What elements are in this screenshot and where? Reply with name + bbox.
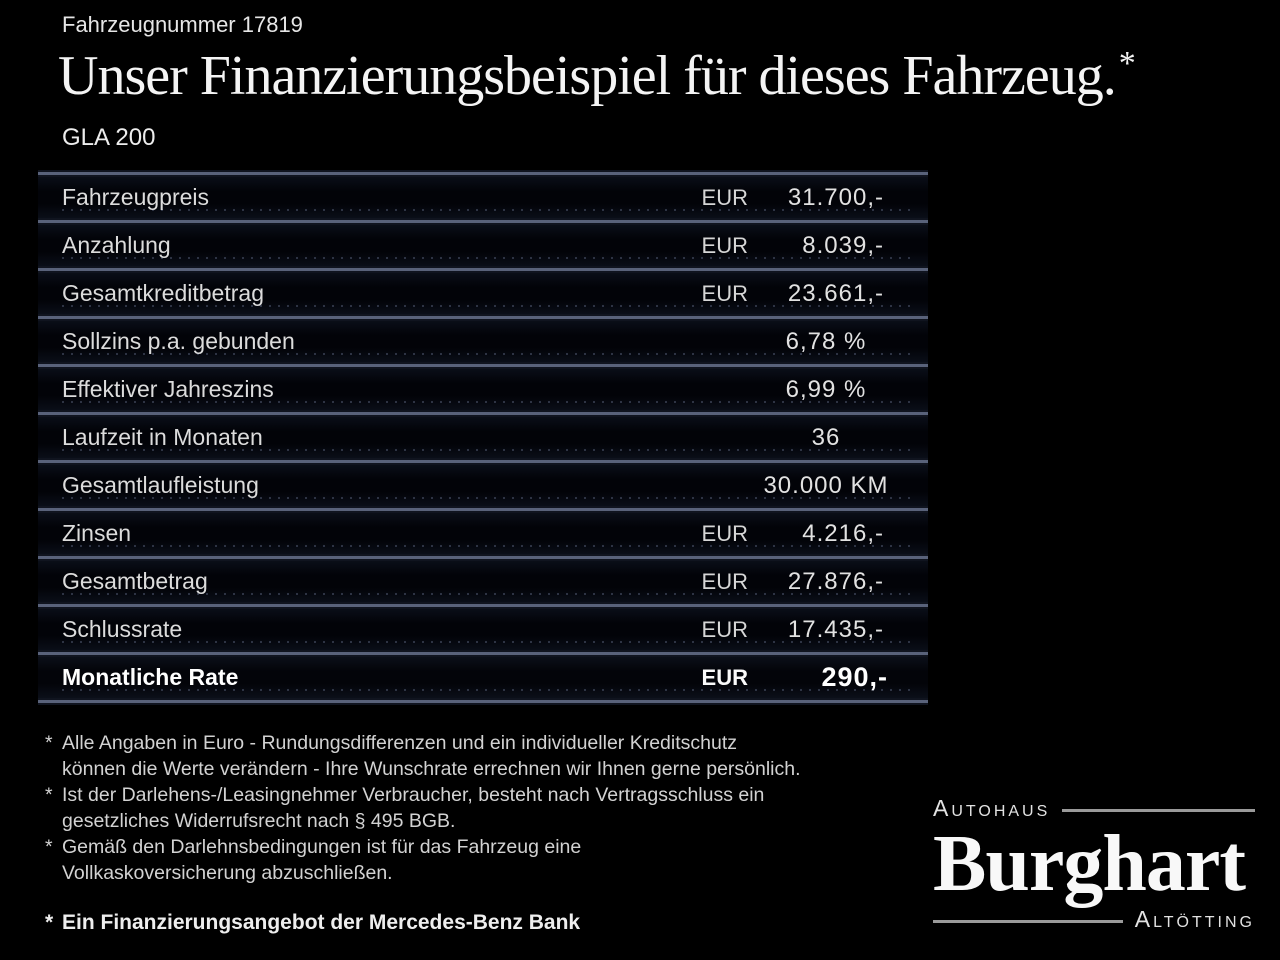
financing-offer-note: * Ein Finanzierungsangebot der Mercedes-… (45, 910, 580, 936)
dealer-logo: Autohaus Burghart Altötting (933, 795, 1255, 933)
table-row: Sollzins p.a. gebunden 6,78 % (38, 321, 928, 362)
row-label: Fahrzeugpreis (62, 184, 210, 210)
logo-rule-top (1062, 808, 1255, 812)
footnote-marker: * (45, 836, 53, 858)
page-title: Unser Finanzierungsbeispiel für dieses F… (58, 44, 1136, 108)
table-row: Zinsen EUR 4.216,- (38, 513, 928, 554)
logo-altoetting-text: Altötting (1134, 906, 1255, 932)
row-value: 36 (811, 423, 841, 451)
table-row: Effektiver Jahreszins 6,99 % (38, 369, 928, 410)
vehicle-model: GLA 200 (62, 124, 156, 151)
row-divider (38, 314, 928, 321)
row-label: Anzahlung (62, 232, 171, 258)
table-row: Fahrzeugpreis EUR 31.700,- (38, 177, 928, 218)
footnote: * Ist der Darlehens-/Leasingnehmer Verbr… (45, 782, 945, 834)
footnote-marker: * (45, 911, 54, 934)
logo-bottom-row: Altötting (933, 906, 1255, 933)
row-value: 30.000 KM (763, 471, 889, 499)
financing-table: Fahrzeugpreis EUR 31.700,- Anzahlung EUR… (38, 170, 928, 705)
row-label: Laufzeit in Monaten (62, 424, 263, 450)
row-currency: EUR (701, 664, 748, 690)
footnote-marker: * (45, 784, 53, 806)
row-currency: EUR (701, 616, 748, 642)
row-divider (38, 458, 928, 465)
table-row: Laufzeit in Monaten 36 (38, 417, 928, 458)
row-currency: EUR (701, 232, 748, 258)
row-value: 6,99 % (785, 375, 867, 403)
footnote: * Alle Angaben in Euro - Rundungsdiffere… (45, 730, 945, 782)
row-divider (38, 362, 928, 369)
row-divider (38, 506, 928, 513)
footnote-line: Alle Angaben in Euro - Rundungsdifferenz… (62, 732, 737, 754)
row-label: Gesamtlaufleistung (62, 472, 259, 498)
title-asterisk: * (1118, 45, 1136, 82)
row-value: 31.700,- (787, 183, 884, 211)
footnote: * Gemäß den Darlehnsbedingungen ist für … (45, 834, 945, 886)
table-row-monthly-rate: Monatliche Rate EUR 290,- (38, 657, 928, 698)
table-row: Gesamtbetrag EUR 27.876,- (38, 561, 928, 602)
logo-autohaus-text: Autohaus (933, 795, 1051, 821)
footnote-line: Gemäß den Darlehnsbedingungen ist für da… (62, 836, 582, 858)
row-label: Monatliche Rate (62, 664, 239, 690)
table-row: Gesamtlaufleistung 30.000 KM (38, 465, 928, 506)
row-value: 6,78 % (785, 327, 867, 355)
row-value: 8.039,- (802, 231, 884, 259)
table-row: Schlussrate EUR 17.435,- (38, 609, 928, 650)
page-title-text: Unser Finanzierungsbeispiel für dieses F… (58, 45, 1117, 107)
row-value: 290,- (821, 662, 888, 692)
row-divider (38, 410, 928, 417)
row-value: 17.435,- (787, 615, 884, 643)
row-label: Effektiver Jahreszins (62, 376, 274, 402)
row-divider (38, 266, 928, 273)
row-label: Zinsen (62, 520, 132, 546)
footnote-line: gesetzliches Widerrufsrecht nach § 495 B… (62, 810, 456, 832)
table-row: Anzahlung EUR 8.039,- (38, 225, 928, 266)
logo-burghart-text: Burghart (933, 820, 1246, 908)
table-row: Gesamtkreditbetrag EUR 23.661,- (38, 273, 928, 314)
row-currency: EUR (701, 520, 748, 546)
row-divider (38, 698, 928, 705)
row-divider (38, 650, 928, 657)
row-currency: EUR (701, 184, 748, 210)
footnotes: * Alle Angaben in Euro - Rundungsdiffere… (45, 730, 945, 886)
financing-offer-text: Ein Finanzierungsangebot der Mercedes-Be… (62, 911, 581, 934)
row-divider (38, 218, 928, 225)
row-divider (38, 170, 928, 177)
row-currency: EUR (701, 280, 748, 306)
logo-rule-bottom (933, 919, 1123, 923)
footnote-line: Vollkaskoversicherung abzuschließen. (62, 862, 393, 884)
logo-top-row: Autohaus (933, 795, 1255, 822)
row-currency: EUR (701, 568, 748, 594)
row-label: Schlussrate (62, 616, 183, 642)
row-label: Gesamtkreditbetrag (62, 280, 264, 306)
vehicle-number: Fahrzeugnummer 17819 (62, 12, 303, 37)
row-value: 23.661,- (787, 279, 884, 307)
row-divider (38, 602, 928, 609)
footnote-line: Ist der Darlehens-/Leasingnehmer Verbrau… (62, 784, 765, 806)
row-divider (38, 554, 928, 561)
row-label: Sollzins p.a. gebunden (62, 328, 295, 354)
row-value: 4.216,- (802, 519, 884, 547)
row-value: 27.876,- (787, 567, 884, 595)
footnote-marker: * (45, 732, 53, 754)
row-label: Gesamtbetrag (62, 568, 208, 594)
footnote-line: können die Werte verändern - Ihre Wunsch… (62, 758, 801, 780)
